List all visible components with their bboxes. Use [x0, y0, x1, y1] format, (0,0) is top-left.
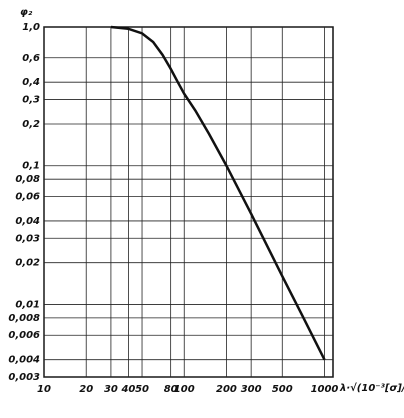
x-tick-label: 1000	[311, 384, 339, 395]
y-tick-label: 0,006	[8, 330, 40, 341]
y-tick-label: 0,6	[22, 53, 40, 64]
plot-frame	[43, 26, 334, 378]
x-tick-label: 50	[135, 384, 149, 395]
x-tick-label: 200	[216, 384, 237, 395]
x-tick-label: 100	[174, 384, 195, 395]
y-tick-label: 0,04	[15, 216, 40, 227]
y-tick-label: 0,01	[15, 299, 40, 310]
y-tick-label: 0,03	[15, 233, 40, 244]
x-tick-label: 40	[120, 384, 135, 395]
y-tick-label: 0,1	[22, 161, 40, 172]
y-tick-label: 0,4	[22, 77, 40, 88]
series-line	[110, 25, 326, 361]
x-tick-label: 20	[79, 384, 93, 395]
y-tick-label: 0,004	[8, 355, 40, 366]
x-tick-label: 80	[164, 384, 178, 395]
x-tick-label: 30	[104, 384, 118, 395]
x-tick-label: 10	[37, 384, 51, 395]
x-tick-label: 500	[272, 384, 293, 395]
y-tick-label: 0,06	[15, 192, 40, 203]
y-axis-label: φ₂	[20, 7, 33, 18]
y-tick-label: 1,0	[22, 22, 40, 33]
y-tick-label: 0,08	[15, 174, 40, 185]
y-tick-label: 0,2	[22, 119, 40, 130]
y-tick-label: 0,3	[22, 95, 40, 106]
y-tick-label: 0,008	[8, 313, 40, 324]
y-tick-label: 0,02	[15, 258, 40, 269]
y-tick-label: 0,003	[8, 372, 40, 383]
x-axis-label: λ·√(10⁻³[σ]/E)	[339, 382, 404, 394]
x-tick-label: 300	[241, 384, 262, 395]
